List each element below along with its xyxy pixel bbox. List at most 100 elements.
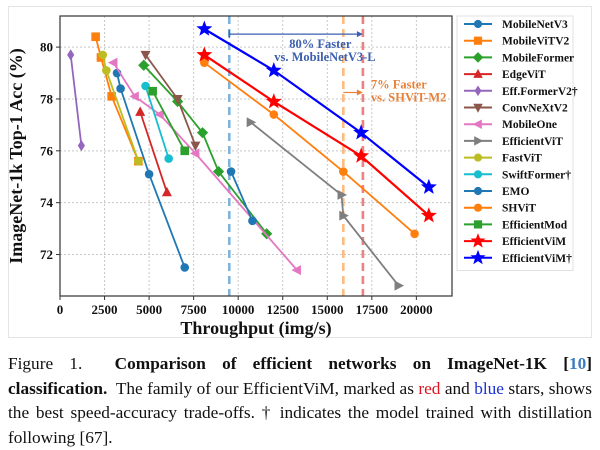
x-axis-label: Throughput (img/s) bbox=[180, 318, 331, 339]
legend-label: MobileFormer bbox=[502, 52, 574, 64]
series-efficientvit bbox=[246, 117, 405, 291]
series-line bbox=[151, 90, 186, 152]
caption-bold-title: Comparison of efficient networks on Imag… bbox=[114, 354, 547, 373]
diamond-marker bbox=[138, 59, 150, 71]
star-marker bbox=[420, 207, 437, 223]
circle-marker bbox=[141, 81, 150, 91]
caption-text-2: and bbox=[444, 378, 470, 398]
series-mobileone bbox=[107, 57, 301, 276]
legend-label: MobileOne bbox=[502, 119, 557, 131]
figure-caption: Figure 1. Comparison of efficient networ… bbox=[8, 352, 592, 450]
caption-text-3: stars, shows the best speed-accuracy tra… bbox=[8, 378, 592, 423]
y-tick-label: 76 bbox=[40, 143, 54, 158]
annotation-text: vs. MobileNetV3-L bbox=[274, 50, 375, 64]
plot-border bbox=[59, 15, 453, 297]
x-tick-label: 5000 bbox=[136, 302, 162, 317]
legend-label: MobileNetV3 bbox=[502, 19, 568, 31]
series-edgevit bbox=[135, 106, 172, 197]
legend-entry: EdgeViT bbox=[464, 68, 546, 81]
star-marker bbox=[265, 93, 282, 109]
series-line bbox=[69, 54, 83, 146]
citation-link-10[interactable]: 10 bbox=[568, 354, 587, 373]
caption-figure-label: Figure 1. bbox=[8, 354, 83, 373]
series-line bbox=[230, 171, 254, 222]
series-line bbox=[144, 85, 170, 159]
x-tick-label: 7500 bbox=[181, 302, 207, 317]
legend-label: Eff.FormerV2† bbox=[502, 86, 578, 98]
series-efficientmod bbox=[148, 86, 190, 156]
caption-ref-open: [ bbox=[563, 354, 569, 373]
legend-label: ConvNeXtV2 bbox=[502, 103, 568, 115]
star-marker bbox=[196, 46, 213, 62]
triangle-up-marker bbox=[135, 106, 146, 116]
circle-marker bbox=[134, 156, 143, 166]
circle-marker bbox=[473, 203, 483, 212]
legend-label: EdgeViT bbox=[502, 69, 546, 81]
annotation-text: 7% Faster bbox=[371, 77, 427, 91]
circle-marker bbox=[180, 263, 190, 272]
caption-red-word: red bbox=[418, 378, 441, 398]
square-marker bbox=[107, 92, 116, 101]
series-line bbox=[144, 54, 197, 146]
diamond-marker bbox=[196, 127, 209, 139]
square-marker bbox=[473, 220, 483, 229]
legend-entry: MobileFormer bbox=[464, 52, 574, 64]
x-tick-label: 15000 bbox=[311, 302, 344, 317]
y-tick-label: 78 bbox=[40, 91, 54, 106]
triangle-right-marker bbox=[474, 136, 484, 146]
star-marker bbox=[353, 124, 370, 140]
triangle-down-marker bbox=[190, 141, 201, 152]
circle-marker bbox=[144, 169, 154, 179]
grid bbox=[60, 16, 452, 296]
triangle-left-marker bbox=[189, 148, 200, 159]
circle-marker bbox=[200, 58, 209, 67]
triangle-left-marker bbox=[107, 57, 118, 68]
series-layer bbox=[67, 20, 437, 291]
square-marker bbox=[91, 32, 100, 42]
square-marker bbox=[180, 146, 190, 156]
star-marker bbox=[470, 233, 486, 248]
y-tick-label: 74 bbox=[40, 195, 54, 210]
series-fastvit bbox=[98, 50, 143, 166]
star-marker bbox=[196, 20, 213, 36]
triangle-right-marker bbox=[337, 189, 348, 200]
series-mobileformer bbox=[138, 59, 273, 240]
x-tick-label: 12500 bbox=[266, 302, 299, 317]
triangle-down-marker bbox=[172, 94, 183, 105]
annotation-arrow-head bbox=[356, 89, 363, 96]
y-tick-label: 72 bbox=[40, 247, 53, 262]
series-swiftformer- bbox=[141, 81, 173, 163]
series-line bbox=[116, 72, 186, 268]
legend-entry: Eff.FormerV2† bbox=[464, 85, 578, 98]
series-efficientvim bbox=[196, 46, 437, 223]
triangle-left-marker bbox=[291, 265, 301, 276]
y-axis-label: ImageNet-1k Top-1 Acc (%) bbox=[6, 48, 27, 263]
circle-marker bbox=[102, 66, 111, 75]
series-convnextv2 bbox=[140, 50, 201, 152]
series-emo bbox=[226, 167, 257, 226]
x-tick-label: 0 bbox=[57, 302, 64, 317]
legend-entry: EfficientViT bbox=[464, 136, 563, 148]
diamond-marker bbox=[212, 165, 225, 178]
series-eff-formerv2- bbox=[67, 49, 85, 152]
annotation-text: 80% Faster bbox=[289, 37, 352, 51]
series-line bbox=[250, 121, 400, 287]
triangle-up-marker bbox=[161, 186, 172, 197]
thin-diamond-marker bbox=[67, 49, 75, 61]
series-efficientvim- bbox=[196, 20, 437, 194]
legend-entry: MobileViTV2 bbox=[464, 36, 570, 48]
y-tick-label: 80 bbox=[40, 40, 53, 55]
triangle-right-marker bbox=[246, 117, 257, 128]
legend-label: MobileViTV2 bbox=[502, 36, 570, 48]
legend-entry: EfficientMod bbox=[464, 219, 568, 231]
star-marker bbox=[353, 147, 370, 163]
caption-text-4: indicates the model trained with distill… bbox=[8, 403, 592, 447]
legend-label: SwiftFormer† bbox=[502, 169, 571, 181]
diamond-marker bbox=[472, 52, 484, 63]
circle-marker bbox=[98, 50, 108, 60]
circle-marker bbox=[164, 154, 173, 163]
legend-label: EfficientViT bbox=[502, 136, 563, 148]
legend: MobileNetV3 MobileViTV2 MobileFormer EdgeVi… bbox=[456, 15, 578, 271]
caption-ref-close: ] bbox=[586, 354, 592, 373]
